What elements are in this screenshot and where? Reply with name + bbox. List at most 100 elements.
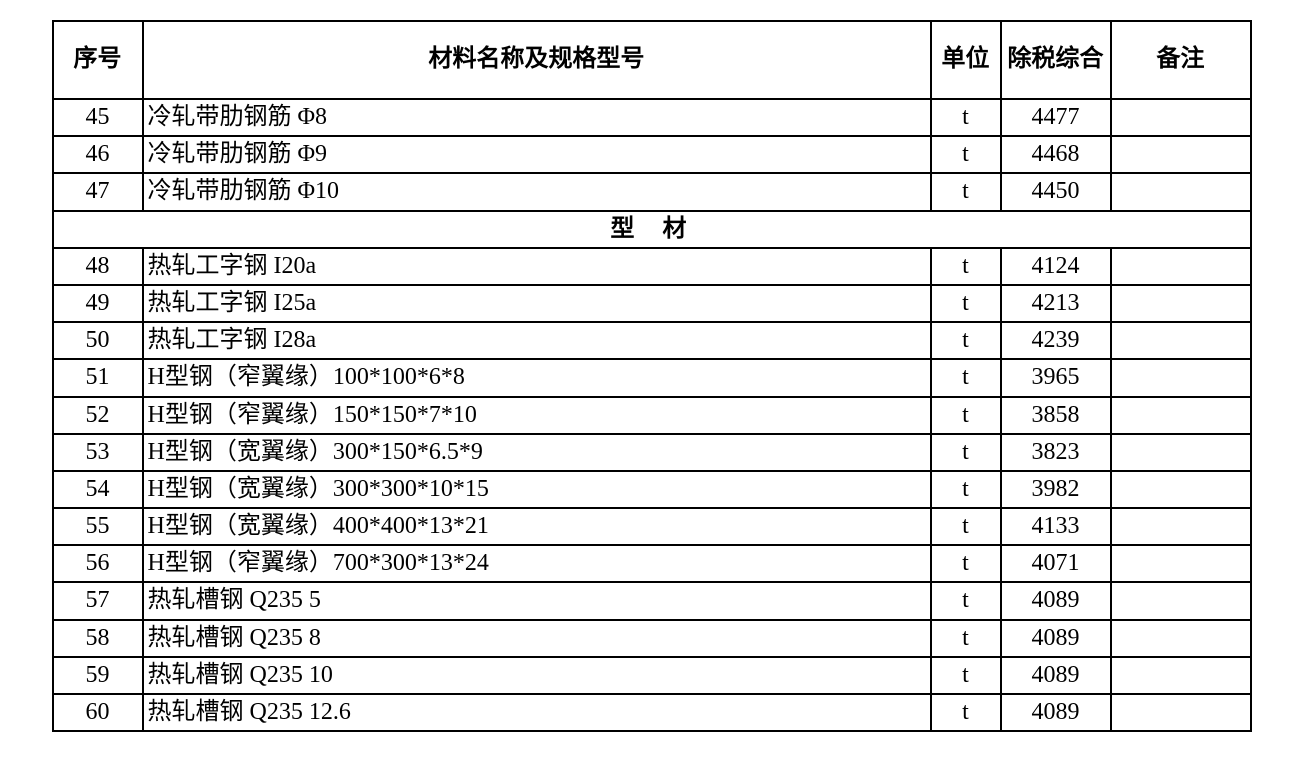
cell-unit: t [931, 322, 1001, 359]
cell-seq: 47 [53, 173, 143, 210]
table-row: 54H型钢（宽翼缘）300*300*10*15t3982 [53, 471, 1251, 508]
cell-remark [1111, 508, 1251, 545]
cell-name: 热轧槽钢 Q235 8 [143, 620, 931, 657]
col-header-remark: 备注 [1111, 21, 1251, 99]
cell-seq: 60 [53, 694, 143, 731]
cell-remark [1111, 657, 1251, 694]
cell-seq: 52 [53, 397, 143, 434]
cell-name: 热轧槽钢 Q235 5 [143, 582, 931, 619]
table-row: 49热轧工字钢 I25at4213 [53, 285, 1251, 322]
table-row: 52H型钢（窄翼缘）150*150*7*10t3858 [53, 397, 1251, 434]
cell-name: 冷轧带肋钢筋 Φ10 [143, 173, 931, 210]
cell-remark [1111, 285, 1251, 322]
cell-name: 冷轧带肋钢筋 Φ9 [143, 136, 931, 173]
table-row: 51H型钢（窄翼缘）100*100*6*8t3965 [53, 359, 1251, 396]
cell-unit: t [931, 285, 1001, 322]
cell-name: H型钢（窄翼缘）150*150*7*10 [143, 397, 931, 434]
cell-unit: t [931, 397, 1001, 434]
cell-price: 4213 [1001, 285, 1111, 322]
cell-name: H型钢（宽翼缘）300*150*6.5*9 [143, 434, 931, 471]
cell-unit: t [931, 508, 1001, 545]
cell-seq: 46 [53, 136, 143, 173]
cell-name: H型钢（宽翼缘）300*300*10*15 [143, 471, 931, 508]
cell-seq: 45 [53, 99, 143, 136]
table-row: 57热轧槽钢 Q235 5t4089 [53, 582, 1251, 619]
cell-name: 热轧槽钢 Q235 12.6 [143, 694, 931, 731]
cell-seq: 54 [53, 471, 143, 508]
cell-unit: t [931, 620, 1001, 657]
cell-remark [1111, 471, 1251, 508]
table-row: 56H型钢（窄翼缘）700*300*13*24t4071 [53, 545, 1251, 582]
col-header-unit: 单位 [931, 21, 1001, 99]
table-row: 48热轧工字钢 I20at4124 [53, 248, 1251, 285]
cell-name: 热轧工字钢 I20a [143, 248, 931, 285]
cell-remark [1111, 173, 1251, 210]
cell-unit: t [931, 136, 1001, 173]
cell-remark [1111, 99, 1251, 136]
cell-unit: t [931, 173, 1001, 210]
cell-seq: 51 [53, 359, 143, 396]
table-row: 53H型钢（宽翼缘）300*150*6.5*9t3823 [53, 434, 1251, 471]
cell-unit: t [931, 657, 1001, 694]
cell-price: 4071 [1001, 545, 1111, 582]
cell-price: 3858 [1001, 397, 1111, 434]
cell-seq: 57 [53, 582, 143, 619]
cell-remark [1111, 694, 1251, 731]
cell-unit: t [931, 248, 1001, 285]
table-row: 59热轧槽钢 Q235 10t4089 [53, 657, 1251, 694]
materials-table: 序号 材料名称及规格型号 单位 除税综合 备注 45冷轧带肋钢筋 Φ8t4477… [52, 20, 1252, 732]
materials-table-wrapper: 序号 材料名称及规格型号 单位 除税综合 备注 45冷轧带肋钢筋 Φ8t4477… [52, 20, 1252, 732]
cell-remark [1111, 434, 1251, 471]
cell-seq: 49 [53, 285, 143, 322]
table-header: 序号 材料名称及规格型号 单位 除税综合 备注 [53, 21, 1251, 99]
cell-unit: t [931, 99, 1001, 136]
cell-seq: 56 [53, 545, 143, 582]
cell-price: 4450 [1001, 173, 1111, 210]
cell-price: 3982 [1001, 471, 1111, 508]
cell-seq: 58 [53, 620, 143, 657]
cell-seq: 59 [53, 657, 143, 694]
cell-name: 热轧工字钢 I28a [143, 322, 931, 359]
col-header-name: 材料名称及规格型号 [143, 21, 931, 99]
cell-unit: t [931, 471, 1001, 508]
cell-unit: t [931, 434, 1001, 471]
table-row: 47冷轧带肋钢筋 Φ10t4450 [53, 173, 1251, 210]
cell-price: 4133 [1001, 508, 1111, 545]
cell-remark [1111, 397, 1251, 434]
cell-price: 4477 [1001, 99, 1111, 136]
cell-price: 4089 [1001, 657, 1111, 694]
cell-seq: 48 [53, 248, 143, 285]
cell-unit: t [931, 694, 1001, 731]
cell-name: H型钢（窄翼缘）100*100*6*8 [143, 359, 931, 396]
cell-price: 3823 [1001, 434, 1111, 471]
cell-remark [1111, 582, 1251, 619]
cell-seq: 55 [53, 508, 143, 545]
cell-price: 4089 [1001, 582, 1111, 619]
cell-price: 4124 [1001, 248, 1111, 285]
table-row: 58热轧槽钢 Q235 8t4089 [53, 620, 1251, 657]
cell-name: 冷轧带肋钢筋 Φ8 [143, 99, 931, 136]
cell-unit: t [931, 359, 1001, 396]
cell-seq: 53 [53, 434, 143, 471]
cell-remark [1111, 545, 1251, 582]
col-header-seq: 序号 [53, 21, 143, 99]
cell-name: H型钢（宽翼缘）400*400*13*21 [143, 508, 931, 545]
table-row: 50热轧工字钢 I28at4239 [53, 322, 1251, 359]
table-row: 60热轧槽钢 Q235 12.6t4089 [53, 694, 1251, 731]
table-row: 45冷轧带肋钢筋 Φ8t4477 [53, 99, 1251, 136]
cell-seq: 50 [53, 322, 143, 359]
cell-name: 热轧工字钢 I25a [143, 285, 931, 322]
cell-price: 4468 [1001, 136, 1111, 173]
table-row: 55H型钢（宽翼缘）400*400*13*21t4133 [53, 508, 1251, 545]
table-row: 46冷轧带肋钢筋 Φ9t4468 [53, 136, 1251, 173]
cell-price: 3965 [1001, 359, 1111, 396]
cell-remark [1111, 359, 1251, 396]
cell-remark [1111, 248, 1251, 285]
cell-name: 热轧槽钢 Q235 10 [143, 657, 931, 694]
cell-name: H型钢（窄翼缘）700*300*13*24 [143, 545, 931, 582]
section-header-cell: 型材 [53, 211, 1251, 248]
cell-unit: t [931, 582, 1001, 619]
cell-remark [1111, 322, 1251, 359]
cell-remark [1111, 620, 1251, 657]
cell-price: 4239 [1001, 322, 1111, 359]
